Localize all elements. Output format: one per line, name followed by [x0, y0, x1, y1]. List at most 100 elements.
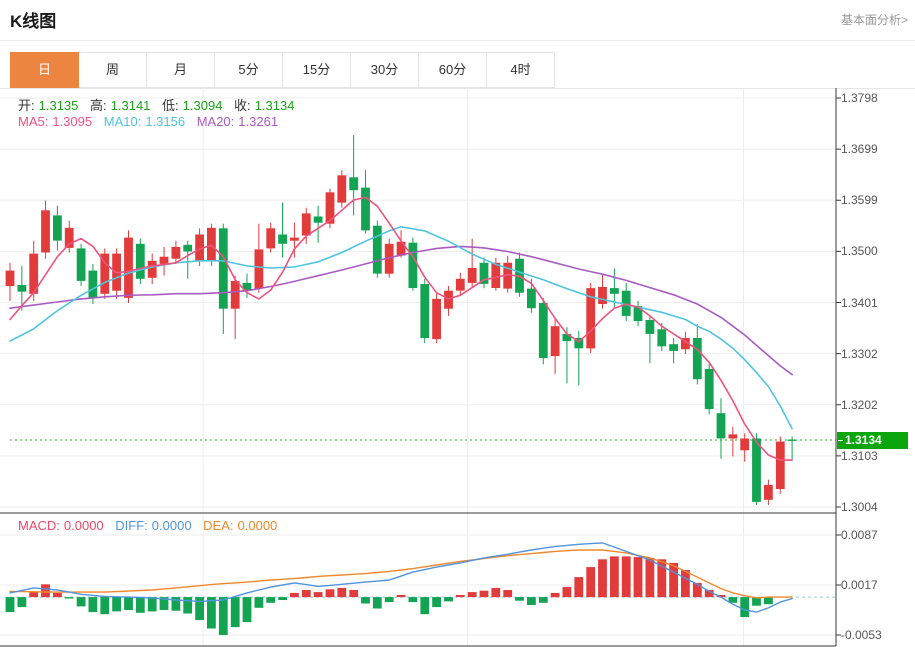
candle-body — [135, 243, 145, 279]
macd-histogram-bar — [764, 597, 773, 605]
candle-body — [396, 241, 406, 256]
page-title: K线图 — [10, 12, 57, 31]
diff-readout: DIFF: 0.0000 — [115, 518, 195, 533]
candle-body — [88, 270, 98, 298]
dea-label: DEA: — [203, 518, 234, 533]
tab-15min[interactable]: 15分 — [282, 52, 351, 88]
macd-histogram-bar — [728, 597, 738, 603]
macd-histogram-bar — [610, 556, 619, 598]
candle-body — [645, 320, 655, 334]
candle-body — [740, 438, 750, 451]
macd-histogram-bar — [254, 597, 264, 608]
macd-histogram-bar — [633, 557, 643, 598]
low-readout: 低: 1.3094 — [162, 95, 226, 114]
price-tick-label: 1.3103 — [841, 448, 878, 463]
macd-histogram-bar — [491, 587, 501, 598]
price-tick-label: 1.3599 — [841, 193, 878, 208]
macd-histogram-bar — [112, 597, 121, 612]
chart-top-border — [0, 88, 915, 89]
candle-body — [124, 237, 133, 298]
macd-histogram-bar — [301, 590, 311, 598]
low-label: 低: — [162, 98, 179, 113]
diff-line — [9, 542, 793, 613]
candle-body — [633, 306, 643, 321]
macd-histogram-bar — [752, 597, 761, 606]
macd-histogram-bar — [740, 597, 750, 618]
macd-histogram-bar — [479, 590, 489, 598]
candle-body — [775, 441, 785, 489]
candle-body — [574, 338, 584, 349]
macd-histogram-bar — [432, 597, 441, 608]
macd-histogram-bar — [669, 562, 678, 598]
candle-body — [17, 285, 27, 292]
ma20-value: 1.3261 — [238, 114, 279, 129]
close-label: 收: — [234, 98, 251, 113]
candle-body — [432, 298, 441, 340]
diff-label: DIFF: — [115, 518, 148, 533]
macd-histogram-bar — [147, 597, 157, 612]
open-readout: 开: 1.3135 — [18, 95, 82, 114]
macd-histogram-bar — [420, 597, 430, 615]
tab-30min[interactable]: 30分 — [350, 52, 419, 88]
macd-histogram-bar — [384, 597, 394, 603]
tab-month[interactable]: 月 — [146, 52, 215, 88]
macd-histogram-bar — [41, 584, 50, 598]
candle-body — [278, 234, 287, 244]
macd-histogram-bar — [278, 597, 287, 600]
macd-histogram-bar — [337, 587, 347, 598]
macd-tick-label: 0.0017 — [841, 578, 878, 592]
low-value: 1.3094 — [182, 98, 223, 113]
candle-body — [538, 303, 548, 359]
candle-body — [764, 484, 773, 500]
candle-body — [503, 262, 513, 289]
macd-histogram-bar — [76, 597, 86, 607]
candle-body — [550, 326, 560, 357]
tab-60min[interactable]: 60分 — [418, 52, 487, 88]
macd-histogram-bar — [704, 590, 714, 598]
macd-histogram-bar — [242, 597, 252, 623]
diff-value: 0.0000 — [151, 518, 192, 533]
fundamental-analysis-link[interactable]: 基本面分析> — [840, 13, 908, 27]
macd-histogram-bar — [692, 582, 702, 598]
open-value: 1.3135 — [38, 98, 79, 113]
candle-body — [408, 242, 418, 288]
candle-body — [254, 249, 264, 289]
ma20-label: MA20: — [196, 114, 235, 129]
tab-day[interactable]: 日 — [10, 52, 79, 88]
macd-histogram-bar — [159, 597, 169, 610]
candle-body — [479, 262, 489, 284]
candle-body — [704, 368, 714, 410]
macd-tick-label: 0.0087 — [841, 528, 878, 542]
candle-body — [681, 338, 690, 350]
macd-histogram-bar — [88, 597, 98, 613]
ma20-readout: MA20: 1.3261 — [197, 114, 282, 129]
candle-body — [384, 243, 394, 274]
macd-histogram-bar — [681, 570, 690, 598]
macd-histogram-bar — [361, 597, 370, 604]
macd-histogram-bar — [372, 597, 382, 609]
ma10-value: 1.3156 — [145, 114, 186, 129]
tab-4hour[interactable]: 4时 — [486, 52, 555, 88]
macd-legend: MACD: 0.0000 DIFF: 0.0000 DEA: 0.0000 — [18, 518, 285, 533]
macd-histogram-bar — [621, 556, 631, 598]
current-price-badge: 1.3134 — [837, 431, 908, 449]
candle-body — [5, 270, 15, 287]
tab-5min[interactable]: 5分 — [214, 52, 283, 88]
candle-body — [76, 248, 86, 281]
macd-histogram-bar — [313, 592, 323, 598]
high-label: 高: — [90, 98, 107, 113]
candle-body — [455, 278, 465, 291]
high-readout: 高: 1.3141 — [90, 95, 154, 114]
macd-readout: MACD: 0.0000 — [18, 518, 108, 533]
macd-histogram-bar — [171, 597, 181, 611]
candle-body — [337, 175, 347, 203]
close-value: 1.3134 — [254, 98, 295, 113]
ma10-label: MA10: — [103, 114, 142, 129]
candle-body — [692, 338, 702, 380]
macd-histogram-bar — [325, 589, 335, 598]
candle-body — [325, 192, 335, 224]
candle-body — [610, 288, 619, 294]
macd-value: 0.0000 — [63, 518, 104, 533]
candle-body — [313, 216, 323, 223]
